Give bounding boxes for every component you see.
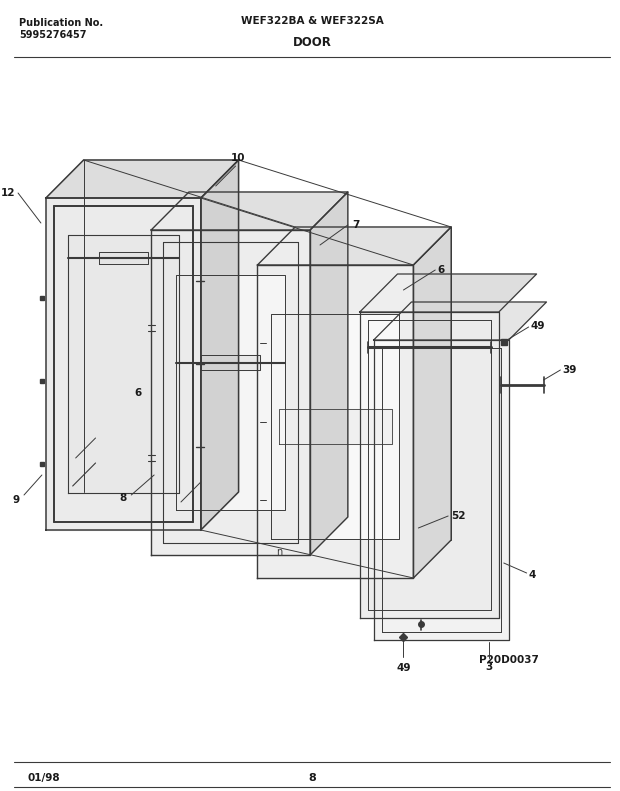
Text: 5995276457: 5995276457: [19, 30, 87, 40]
Polygon shape: [46, 160, 239, 198]
Polygon shape: [360, 274, 536, 312]
Text: 12: 12: [1, 188, 16, 198]
Polygon shape: [374, 302, 546, 340]
Polygon shape: [279, 409, 392, 444]
Polygon shape: [414, 227, 451, 578]
Text: 10: 10: [230, 153, 245, 163]
Text: 7: 7: [352, 220, 359, 230]
Text: 3: 3: [485, 662, 492, 672]
Text: Publication No.: Publication No.: [19, 18, 103, 28]
Polygon shape: [374, 340, 509, 640]
Text: DOOR: DOOR: [293, 36, 332, 49]
Text: 6: 6: [437, 265, 445, 275]
Polygon shape: [272, 314, 399, 539]
Polygon shape: [360, 312, 499, 618]
Polygon shape: [310, 192, 348, 555]
Polygon shape: [201, 355, 260, 370]
Polygon shape: [257, 265, 414, 578]
Polygon shape: [257, 227, 451, 265]
Text: 8: 8: [120, 493, 127, 503]
Text: 01/98: 01/98: [27, 773, 60, 783]
Polygon shape: [68, 235, 179, 493]
Text: 39: 39: [562, 365, 577, 375]
Polygon shape: [99, 252, 148, 264]
Polygon shape: [151, 230, 310, 555]
Text: 49: 49: [396, 663, 410, 673]
Text: WEF322BA & WEF322SA: WEF322BA & WEF322SA: [241, 16, 383, 26]
Text: 52: 52: [451, 511, 466, 521]
Text: 49: 49: [531, 321, 545, 331]
Polygon shape: [46, 198, 201, 530]
Polygon shape: [151, 192, 348, 230]
Polygon shape: [176, 275, 285, 510]
Text: 9: 9: [12, 495, 20, 505]
Text: 4: 4: [529, 570, 536, 580]
Text: n: n: [277, 547, 283, 557]
Text: P20D0037: P20D0037: [479, 655, 539, 665]
Text: 8: 8: [308, 773, 316, 783]
Text: 6: 6: [134, 388, 141, 398]
Polygon shape: [201, 160, 239, 530]
